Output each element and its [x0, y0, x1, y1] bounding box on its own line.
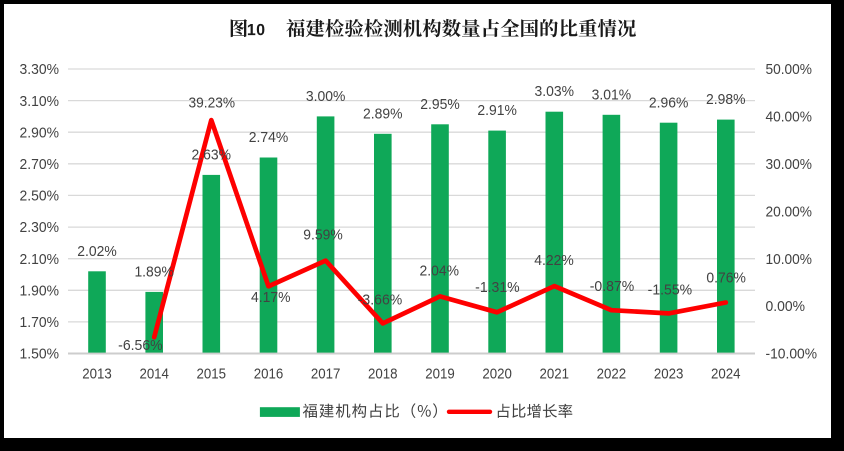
- svg-text:3.30%: 3.30%: [20, 61, 60, 78]
- svg-text:2014: 2014: [139, 366, 169, 383]
- svg-text:2019: 2019: [425, 366, 455, 383]
- svg-text:3.01%: 3.01%: [592, 86, 632, 103]
- svg-text:2016: 2016: [254, 366, 284, 383]
- svg-text:-1.55%: -1.55%: [648, 281, 693, 298]
- svg-text:3.10%: 3.10%: [20, 93, 60, 110]
- svg-text:2.74%: 2.74%: [249, 129, 289, 146]
- svg-text:0.76%: 0.76%: [706, 270, 746, 287]
- svg-text:2.30%: 2.30%: [20, 219, 60, 236]
- svg-text:3.00%: 3.00%: [306, 88, 346, 105]
- svg-text:2.50%: 2.50%: [20, 188, 60, 205]
- svg-text:2015: 2015: [197, 366, 227, 383]
- svg-text:2.04%: 2.04%: [420, 263, 460, 280]
- svg-text:-6.56%: -6.56%: [118, 337, 163, 354]
- svg-text:10.00%: 10.00%: [766, 251, 813, 268]
- svg-text:20.00%: 20.00%: [766, 203, 813, 220]
- svg-text:2.63%: 2.63%: [192, 147, 232, 164]
- svg-text:2.89%: 2.89%: [363, 105, 403, 122]
- svg-text:2023: 2023: [654, 366, 684, 383]
- svg-text:3.03%: 3.03%: [535, 83, 575, 100]
- svg-text:1.89%: 1.89%: [134, 263, 174, 280]
- svg-text:-1.31%: -1.31%: [475, 279, 520, 296]
- svg-text:40.00%: 40.00%: [766, 109, 813, 126]
- svg-text:4.17%: 4.17%: [251, 289, 291, 306]
- svg-text:2.98%: 2.98%: [706, 91, 746, 108]
- svg-text:1.90%: 1.90%: [20, 282, 60, 299]
- svg-text:2.96%: 2.96%: [649, 94, 689, 111]
- svg-text:2.95%: 2.95%: [420, 96, 460, 113]
- svg-text:2020: 2020: [482, 366, 512, 383]
- svg-text:2024: 2024: [711, 366, 741, 383]
- svg-text:-0.87%: -0.87%: [590, 278, 635, 295]
- svg-text:2.91%: 2.91%: [477, 102, 517, 119]
- svg-text:1.50%: 1.50%: [20, 346, 60, 363]
- svg-text:2.90%: 2.90%: [20, 124, 60, 141]
- svg-text:50.00%: 50.00%: [766, 61, 813, 78]
- svg-text:2021: 2021: [540, 366, 570, 383]
- svg-text:2018: 2018: [368, 366, 398, 383]
- svg-text:2022: 2022: [597, 366, 627, 383]
- svg-text:2.02%: 2.02%: [77, 243, 117, 260]
- svg-text:30.00%: 30.00%: [766, 156, 813, 173]
- svg-text:2.10%: 2.10%: [20, 251, 60, 268]
- svg-text:1.70%: 1.70%: [20, 314, 60, 331]
- svg-text:-10.00%: -10.00%: [766, 346, 818, 363]
- svg-text:39.23%: 39.23%: [189, 95, 236, 112]
- svg-text:9.59%: 9.59%: [303, 226, 343, 243]
- svg-text:2013: 2013: [82, 366, 112, 383]
- svg-text:2.70%: 2.70%: [20, 156, 60, 173]
- svg-text:-3.66%: -3.66%: [358, 292, 403, 309]
- svg-text:2017: 2017: [311, 366, 341, 383]
- svg-text:4.22%: 4.22%: [534, 252, 574, 269]
- svg-text:0.00%: 0.00%: [766, 298, 806, 315]
